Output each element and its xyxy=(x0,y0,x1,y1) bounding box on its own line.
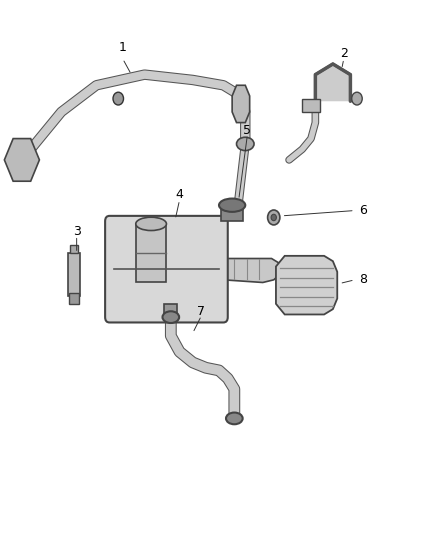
Text: 8: 8 xyxy=(360,273,367,286)
Text: 5: 5 xyxy=(244,124,251,137)
Text: 7: 7 xyxy=(198,305,205,318)
Circle shape xyxy=(271,214,276,221)
Text: 3: 3 xyxy=(73,225,81,238)
FancyBboxPatch shape xyxy=(105,216,228,322)
Bar xyxy=(164,304,177,320)
Bar xyxy=(70,245,78,253)
Polygon shape xyxy=(232,85,250,123)
Circle shape xyxy=(268,210,280,225)
Polygon shape xyxy=(315,64,350,101)
Ellipse shape xyxy=(162,311,179,323)
Text: 4: 4 xyxy=(176,188,184,201)
Circle shape xyxy=(352,92,362,105)
Text: 2: 2 xyxy=(340,47,348,60)
Bar xyxy=(68,253,80,296)
Ellipse shape xyxy=(237,137,254,151)
Bar xyxy=(69,293,79,304)
Ellipse shape xyxy=(226,413,243,424)
Ellipse shape xyxy=(219,198,245,212)
Bar xyxy=(136,224,166,282)
Ellipse shape xyxy=(136,217,166,231)
Text: 1: 1 xyxy=(119,42,127,54)
Circle shape xyxy=(113,92,124,105)
Text: 6: 6 xyxy=(360,204,367,217)
Polygon shape xyxy=(223,259,283,282)
Polygon shape xyxy=(276,256,337,314)
Bar xyxy=(221,208,243,221)
Polygon shape xyxy=(4,139,39,181)
Bar xyxy=(302,99,320,112)
